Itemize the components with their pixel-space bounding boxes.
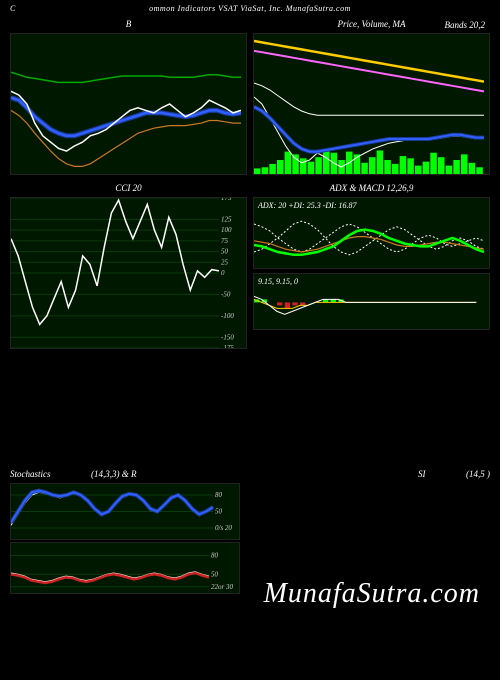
rsi-label: SI [418,469,426,479]
svg-text:0: 0 [221,269,225,277]
header-main: ommon Indicators VSAT ViaSat, Inc. Munaf… [149,4,351,13]
svg-text:80: 80 [211,552,219,560]
stoch-label: Stochastics [10,469,51,479]
svg-text:22or 30: 22or 30 [211,583,233,591]
panel-price: Price, Volume, MA [253,17,490,175]
panel-cci: CCI 20 175 125 100 75 50 25 0 -50 -100 -150 -175 [10,181,247,349]
svg-text:50: 50 [211,570,219,578]
svg-text:0/s 20: 0/s 20 [215,524,232,532]
svg-text:-150: -150 [221,333,234,341]
chart-cci: 175 125 100 75 50 25 0 -50 -100 -150 -175 [10,197,247,349]
chart-price [253,33,490,175]
svg-text:50: 50 [221,248,229,256]
chart-b [10,33,247,175]
svg-text:ADX: 20 +DI: 25.3 -DI: 16.87: ADX: 20 +DI: 25.3 -DI: 16.87 [257,201,357,210]
svg-text:9.15, 9.15, 0: 9.15, 9.15, 0 [258,277,298,286]
svg-text:80: 80 [215,491,223,499]
panel-adx-title: ADX & MACD 12,26,9 [253,181,490,197]
panel-price-title: Price, Volume, MA [253,17,490,33]
svg-text:175: 175 [221,198,232,202]
svg-text:100: 100 [221,226,232,234]
panel-adx-macd: ADX & MACD 12,26,9 ADX: 20 +DI: 25.3 -DI… [253,181,490,349]
svg-text:75: 75 [221,237,229,245]
header-left: C [10,4,16,13]
rsi-params: (14,5 ) [466,469,490,479]
panel-cci-title: CCI 20 [10,181,247,197]
panel-b: B [10,17,247,175]
svg-text:-100: -100 [221,312,234,320]
chart-stoch: 80 50 0/s 20 [10,483,240,540]
svg-text:25: 25 [221,258,229,266]
stoch-params: (14,3,3) & R [91,469,137,479]
svg-text:125: 125 [221,215,232,223]
chart-rsi: 80 50 22or 30 [10,542,240,594]
chart-adx: ADX: 20 +DI: 25.3 -DI: 16.87 [253,197,490,269]
watermark: MunafaSutra.com [264,578,480,610]
svg-text:-50: -50 [221,290,231,298]
page-header: C ommon Indicators VSAT ViaSat, Inc. Mun… [0,0,500,17]
chart-macd: 9.15, 9.15, 0 [253,273,490,330]
svg-text:50: 50 [215,508,223,516]
stoch-title-row: Stochastics (14,3,3) & R SI (14,5 ) [0,469,500,479]
svg-text:-175: -175 [221,344,234,348]
panel-b-title: B [10,17,247,33]
